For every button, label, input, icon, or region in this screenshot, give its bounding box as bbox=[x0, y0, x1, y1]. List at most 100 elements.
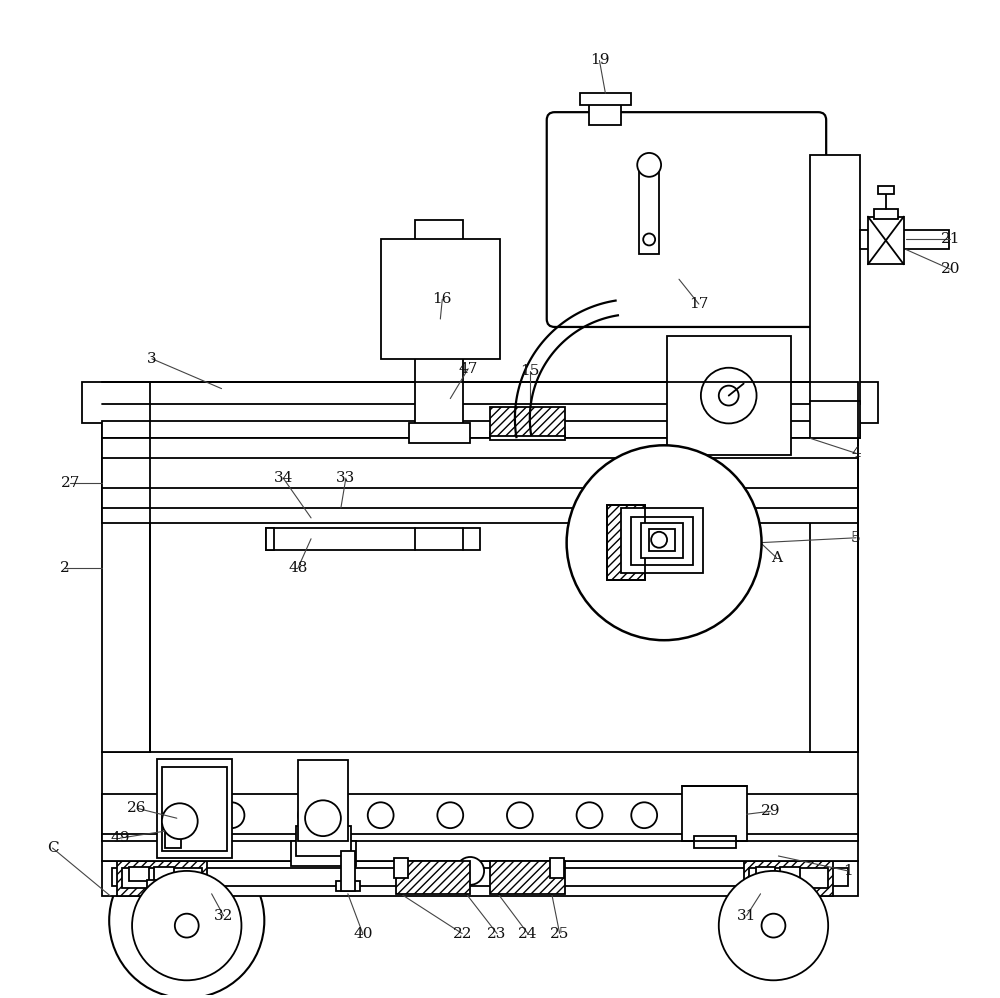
Text: 21: 21 bbox=[941, 233, 960, 247]
Bar bbox=[490, 406, 565, 436]
Text: 16: 16 bbox=[433, 292, 452, 306]
Text: 34: 34 bbox=[274, 471, 293, 485]
Bar bbox=[298, 759, 348, 841]
Text: 49: 49 bbox=[110, 831, 130, 845]
Bar bbox=[102, 834, 858, 841]
Bar bbox=[157, 758, 232, 858]
Text: 2: 2 bbox=[60, 561, 69, 575]
Bar bbox=[810, 400, 860, 438]
Circle shape bbox=[651, 532, 667, 548]
Circle shape bbox=[701, 367, 757, 423]
Bar bbox=[780, 867, 800, 881]
Text: 4: 4 bbox=[851, 446, 861, 460]
Text: 17: 17 bbox=[689, 297, 709, 311]
Text: 23: 23 bbox=[487, 926, 507, 940]
Bar bbox=[266, 528, 274, 550]
Bar bbox=[621, 508, 703, 573]
Bar bbox=[102, 438, 858, 523]
Bar bbox=[122, 868, 202, 888]
Text: 15: 15 bbox=[520, 363, 540, 377]
Bar bbox=[396, 861, 470, 894]
Text: 5: 5 bbox=[851, 531, 861, 545]
Bar bbox=[490, 861, 565, 894]
Text: 33: 33 bbox=[336, 471, 355, 485]
Bar bbox=[291, 841, 356, 866]
Bar bbox=[147, 880, 163, 888]
Text: 24: 24 bbox=[518, 926, 538, 940]
Bar bbox=[296, 826, 351, 856]
Bar bbox=[102, 421, 860, 438]
Bar bbox=[394, 858, 408, 878]
Text: 29: 29 bbox=[761, 804, 780, 818]
Text: A: A bbox=[771, 551, 782, 565]
Circle shape bbox=[643, 234, 655, 246]
Circle shape bbox=[132, 871, 241, 980]
Circle shape bbox=[567, 445, 762, 640]
Circle shape bbox=[368, 802, 394, 828]
Text: 1: 1 bbox=[843, 864, 853, 878]
Circle shape bbox=[164, 802, 190, 828]
Circle shape bbox=[577, 802, 602, 828]
Bar bbox=[649, 529, 675, 551]
Text: 25: 25 bbox=[550, 926, 569, 940]
Bar bbox=[129, 867, 149, 881]
Circle shape bbox=[437, 802, 463, 828]
Text: 22: 22 bbox=[452, 926, 472, 940]
Circle shape bbox=[719, 871, 828, 980]
Circle shape bbox=[637, 153, 661, 177]
Bar bbox=[874, 209, 898, 219]
Bar bbox=[409, 423, 470, 443]
Circle shape bbox=[719, 385, 739, 405]
Bar bbox=[868, 217, 904, 264]
Bar bbox=[860, 230, 949, 250]
Text: 19: 19 bbox=[590, 54, 609, 68]
Bar bbox=[381, 240, 500, 359]
Bar bbox=[154, 867, 174, 881]
Circle shape bbox=[219, 802, 244, 828]
Bar bbox=[580, 93, 631, 105]
Bar bbox=[810, 403, 858, 751]
Bar bbox=[607, 505, 645, 580]
Circle shape bbox=[298, 802, 324, 828]
Circle shape bbox=[162, 803, 198, 839]
Bar bbox=[607, 505, 645, 580]
Bar bbox=[639, 165, 659, 254]
Circle shape bbox=[456, 857, 484, 885]
Text: C: C bbox=[47, 841, 58, 855]
Text: 48: 48 bbox=[288, 561, 308, 575]
Bar bbox=[773, 880, 789, 888]
Bar bbox=[102, 403, 150, 751]
Bar bbox=[490, 432, 565, 440]
Bar bbox=[336, 881, 360, 891]
Text: 27: 27 bbox=[61, 476, 80, 490]
Circle shape bbox=[762, 914, 785, 937]
Bar bbox=[266, 528, 480, 550]
Bar bbox=[162, 766, 227, 851]
Bar bbox=[102, 861, 858, 896]
Bar bbox=[589, 103, 621, 125]
Bar bbox=[165, 828, 181, 848]
Bar bbox=[82, 381, 878, 423]
Bar bbox=[756, 867, 775, 881]
Bar bbox=[694, 836, 736, 848]
Bar bbox=[744, 861, 833, 896]
Bar bbox=[667, 336, 791, 455]
Bar bbox=[550, 858, 564, 878]
Circle shape bbox=[175, 914, 199, 937]
Text: 40: 40 bbox=[353, 926, 373, 940]
Bar bbox=[749, 868, 828, 888]
Text: 47: 47 bbox=[458, 361, 478, 375]
FancyBboxPatch shape bbox=[547, 112, 826, 327]
Circle shape bbox=[631, 802, 657, 828]
Bar bbox=[102, 751, 858, 861]
Bar bbox=[117, 861, 207, 896]
Text: 20: 20 bbox=[941, 262, 960, 276]
Bar bbox=[810, 155, 860, 403]
Bar bbox=[682, 786, 747, 841]
Circle shape bbox=[305, 800, 341, 836]
Bar bbox=[341, 851, 355, 891]
Bar bbox=[641, 523, 683, 558]
Circle shape bbox=[109, 843, 264, 998]
Bar bbox=[878, 186, 894, 194]
Circle shape bbox=[507, 802, 533, 828]
